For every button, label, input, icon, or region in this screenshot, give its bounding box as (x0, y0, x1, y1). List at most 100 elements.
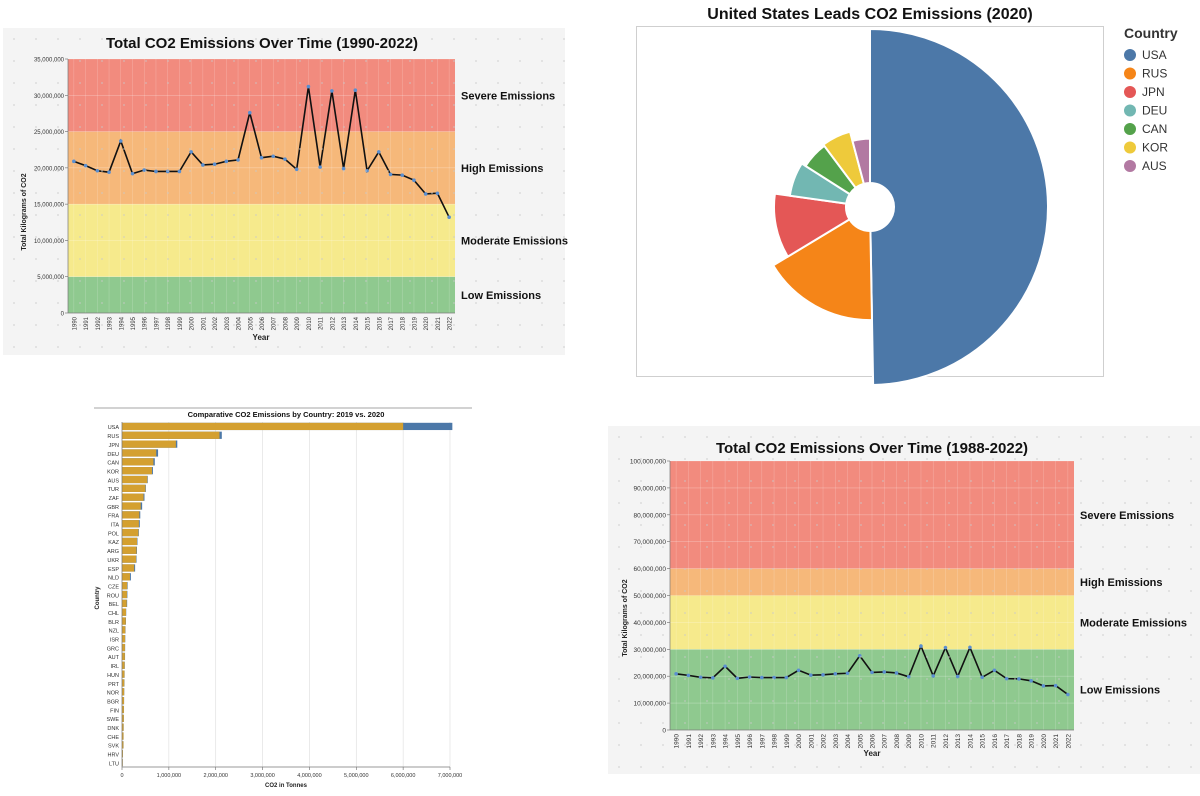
data-point (330, 89, 334, 93)
bar-2020 (122, 617, 126, 625)
bar-2020 (122, 670, 125, 678)
chart-title: Total CO2 Emissions Over Time (1990-2022… (106, 35, 418, 52)
y-tick-label: RUS (107, 434, 119, 440)
bar-2020 (122, 582, 128, 590)
data-point (412, 178, 416, 182)
x-tick-label: 2019 (1029, 734, 1036, 749)
y-tick-label: 60,000,000 (633, 566, 666, 573)
x-tick-label: 1998 (166, 316, 172, 330)
y-tick-label: 20,000,000 (633, 674, 666, 681)
y-tick-label: 0 (662, 728, 666, 735)
x-tick-label: 2005 (248, 316, 254, 330)
y-tick-label: AUS (108, 478, 120, 484)
y-tick-label: DNK (107, 726, 119, 732)
data-point (154, 169, 158, 174)
data-point (760, 675, 764, 680)
bar-2020 (122, 511, 140, 519)
y-tick-label: USA (108, 425, 120, 431)
x-tick-label: 1997 (759, 734, 766, 749)
data-point (247, 110, 252, 115)
data-point (271, 154, 276, 159)
data-point (201, 163, 205, 167)
bar-2020 (122, 590, 127, 599)
x-tick-label: 3,000,000 (250, 773, 274, 779)
x-tick-label: 1996 (143, 316, 149, 330)
x-tick-label: 2015 (366, 316, 372, 330)
data-point (72, 159, 76, 164)
data-point (796, 668, 801, 673)
x-tick-label: 2001 (808, 734, 815, 749)
x-tick-label: 7,000,000 (438, 773, 462, 779)
data-point (735, 676, 740, 681)
data-point (821, 673, 825, 677)
y-tick-label: 70,000,000 (633, 539, 666, 546)
legend-swatch (1124, 160, 1136, 172)
data-point (931, 674, 936, 678)
y-tick-label: 30,000,000 (633, 647, 666, 654)
data-point (283, 157, 287, 161)
chart-title: Comparative CO2 Emissions by Country: 20… (188, 410, 385, 419)
bar-2020 (122, 555, 137, 563)
bar-2020 (122, 493, 144, 501)
x-tick-label: 2012 (943, 734, 950, 749)
pie-slice (851, 137, 871, 186)
legend-swatch (1124, 141, 1136, 154)
bar-2020 (122, 643, 125, 652)
y-tick-label: HUN (107, 673, 119, 679)
x-tick-label: 2019 (412, 316, 418, 330)
x-tick-label: 2009 (906, 734, 913, 749)
y-tick-label: GRC (107, 646, 119, 652)
y-tick-label: SVK (108, 744, 119, 750)
radial-pie-chart (771, 27, 1049, 386)
x-tick-label: 1995 (131, 316, 137, 330)
y-tick-label: IRL (110, 664, 119, 670)
x-tick-label: 1992 (96, 316, 102, 330)
pie-title-svg: United States Leads CO2 Emissions (2020) (707, 6, 1032, 23)
y-tick-label: 0 (61, 312, 65, 318)
band-label: Severe Emissions (1080, 510, 1174, 522)
y-tick-label: LTU (109, 761, 119, 767)
y-tick-label: CHL (108, 611, 119, 617)
bar-2020 (122, 599, 127, 607)
data-point (723, 664, 727, 669)
data-point (259, 155, 264, 160)
x-tick-label: 1995 (735, 734, 742, 749)
pie-slice (771, 218, 874, 322)
bar-2020 (122, 741, 124, 749)
bar-2020 (122, 705, 124, 714)
data-point (686, 673, 691, 678)
y-tick-label: 90,000,000 (633, 485, 666, 492)
bar-2020 (122, 528, 139, 537)
data-point (318, 165, 322, 169)
chart-title: Total CO2 Emissions Over Time (1988-2022… (716, 440, 1028, 457)
y-tick-label: 40,000,000 (633, 620, 666, 627)
chart-panel-1990-2022: Total CO2 Emissions Over Time (1990-2022… (3, 28, 568, 355)
y-tick-label: ESP (108, 567, 119, 573)
y-tick-label: FIN (110, 708, 119, 714)
data-point (698, 675, 703, 680)
data-point (845, 671, 850, 676)
y-tick-label: UKR (107, 558, 119, 564)
x-tick-label: 2000 (190, 316, 196, 330)
y-tick-label: KAZ (108, 540, 119, 546)
y-tick-label: 35,000,000 (34, 58, 65, 64)
line-chart-1988-2022: Total CO2 Emissions Over Time (1988-2022… (622, 440, 1187, 758)
y-tick-label: 15,000,000 (34, 203, 65, 209)
band-label: Moderate Emissions (461, 235, 568, 247)
data-point (943, 645, 948, 650)
y-tick-label: CHE (107, 735, 119, 741)
x-tick-label: 1997 (154, 316, 160, 330)
data-point (107, 170, 111, 175)
x-axis-label: Year (864, 749, 881, 758)
x-tick-label: 2021 (1053, 734, 1060, 749)
y-tick-label: BEL (109, 602, 119, 608)
data-point (711, 676, 715, 680)
data-point (130, 171, 135, 176)
data-point (294, 167, 299, 172)
y-tick-label: DEU (107, 452, 119, 458)
x-tick-label: 2022 (448, 316, 454, 330)
y-tick-label: TUR (108, 487, 119, 493)
bar-2020 (122, 697, 124, 705)
pie-legend: Country USA RUS JPN DEU CAN KOR AUS (1112, 24, 1198, 184)
bar-2020 (122, 475, 148, 484)
